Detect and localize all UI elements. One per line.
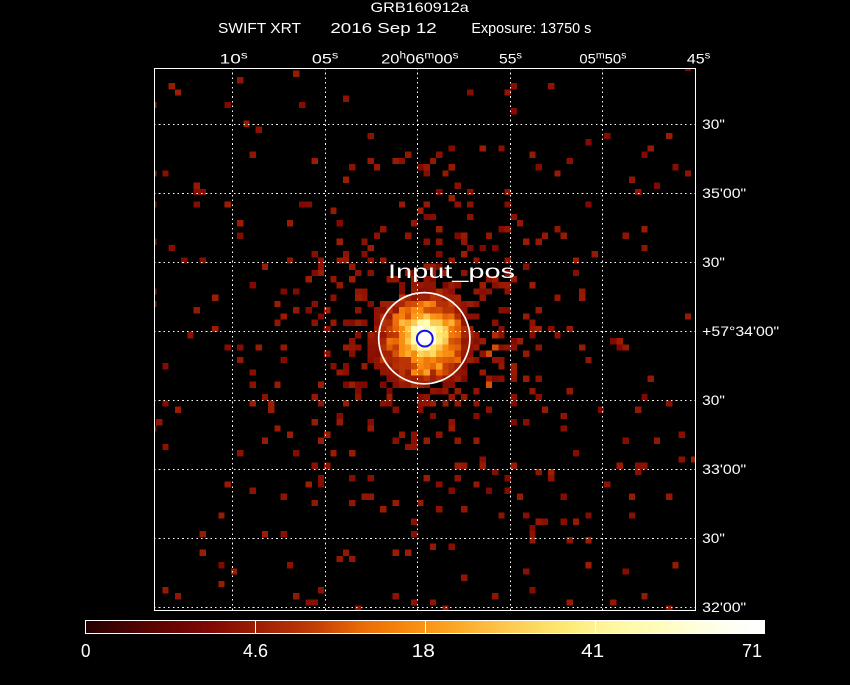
svg-text:55s: 55 s <box>499 51 522 67</box>
svg-text:+57°34'00": +57°34'00" <box>702 323 779 339</box>
svg-text:Exposure: 13750 s: Exposure: 13750 s <box>471 20 591 37</box>
svg-text:SWIFT XRT: SWIFT XRT <box>218 20 301 37</box>
svg-text:32'00": 32'00" <box>702 599 746 615</box>
svg-text:41: 41 <box>581 641 604 661</box>
svg-text:30": 30" <box>702 530 725 546</box>
svg-text:0: 0 <box>81 641 91 661</box>
svg-text:18: 18 <box>412 641 435 661</box>
svg-text:33'00": 33'00" <box>702 461 746 477</box>
svg-text:30": 30" <box>702 254 725 270</box>
svg-text:GRB160912a: GRB160912a <box>371 0 470 15</box>
svg-text:05s: 05 s <box>312 51 338 67</box>
svg-text:Input_pos: Input_pos <box>388 261 515 283</box>
svg-text:45s: 45 s <box>687 51 711 67</box>
svg-text:71: 71 <box>742 641 762 661</box>
svg-text:35'00": 35'00" <box>702 185 746 201</box>
svg-text:30": 30" <box>702 116 725 132</box>
svg-text:05m50s: 05m50s <box>579 51 626 67</box>
svg-text:10s: 10 s <box>220 51 248 67</box>
svg-text:4.6: 4.6 <box>243 641 268 661</box>
svg-text:2016 Sep 12: 2016 Sep 12 <box>330 20 436 37</box>
svg-text:30": 30" <box>702 392 725 408</box>
